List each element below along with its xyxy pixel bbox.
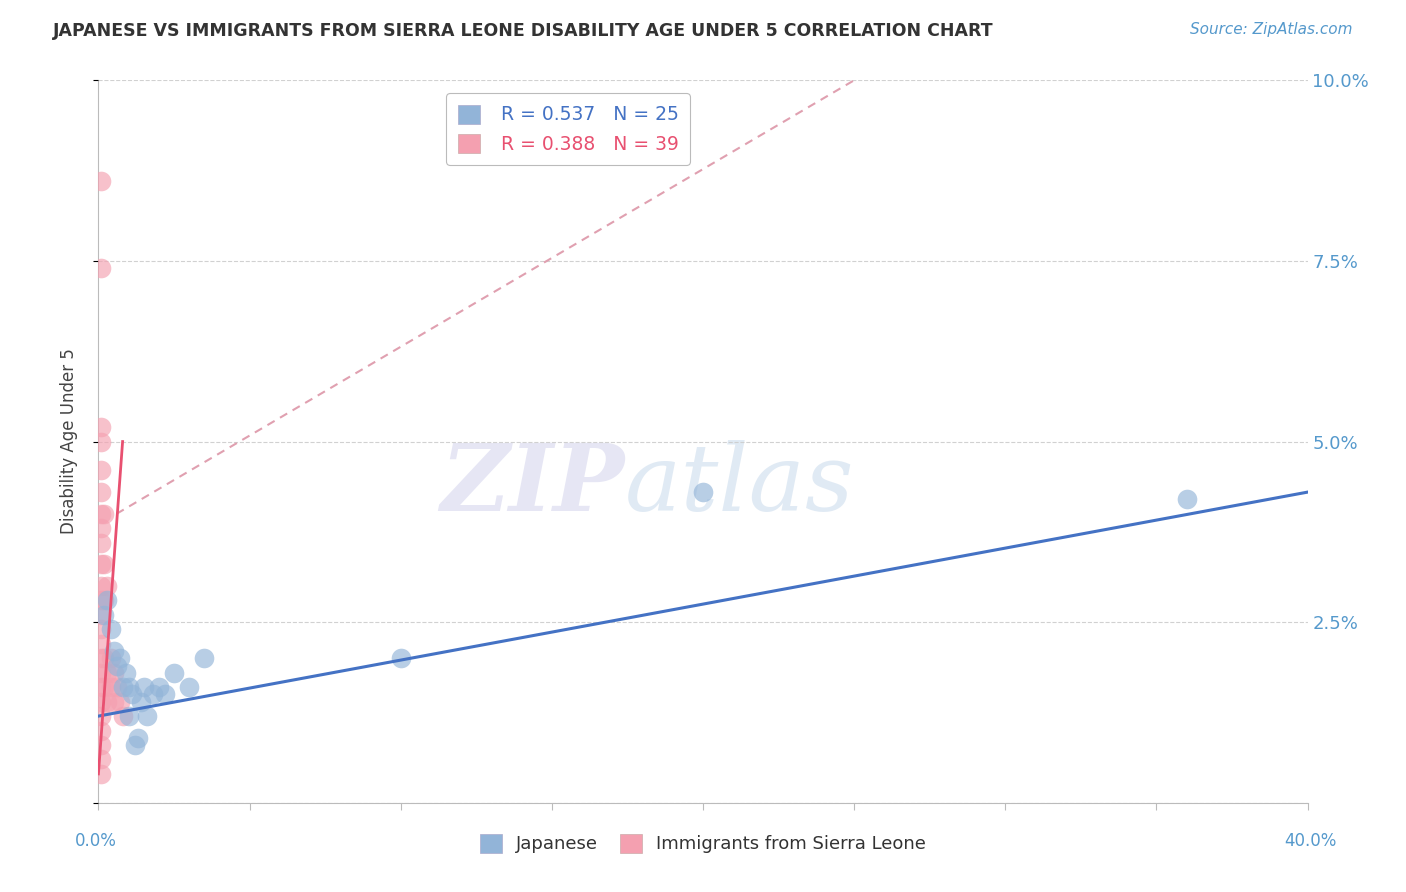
Point: [93, 593, 115, 607]
Text: JAPANESE VS IMMIGRANTS FROM SIERRA LEONE DISABILITY AGE UNDER 5 CORRELATION CHAR: JAPANESE VS IMMIGRANTS FROM SIERRA LEONE…: [53, 22, 994, 40]
Point: [114, 665, 136, 680]
Point: [135, 709, 157, 723]
Point: [90, 623, 112, 637]
Point: [105, 680, 128, 694]
Point: [118, 680, 141, 694]
Point: [1175, 492, 1198, 507]
Point: [90, 535, 112, 549]
Point: [118, 709, 141, 723]
Point: [90, 767, 112, 781]
Point: [90, 521, 112, 535]
Point: [90, 434, 112, 449]
Point: [127, 731, 149, 745]
Point: [93, 607, 115, 622]
Point: [90, 485, 112, 500]
Point: [96, 579, 118, 593]
Point: [90, 463, 112, 477]
Y-axis label: Disability Age Under 5: Disability Age Under 5: [59, 349, 77, 534]
Legend: Japanese, Immigrants from Sierra Leone: Japanese, Immigrants from Sierra Leone: [472, 827, 934, 861]
Point: [93, 680, 115, 694]
Point: [90, 723, 112, 738]
Point: [103, 665, 125, 680]
Point: [90, 507, 112, 521]
Point: [90, 593, 112, 607]
Point: [90, 420, 112, 434]
Point: [93, 651, 115, 665]
Point: [129, 695, 152, 709]
Point: [103, 644, 125, 658]
Point: [111, 709, 134, 723]
Point: [90, 579, 112, 593]
Point: [153, 687, 176, 701]
Point: [90, 709, 112, 723]
Point: [90, 261, 112, 276]
Point: [96, 695, 118, 709]
Point: [132, 680, 155, 694]
Text: 40.0%: 40.0%: [1284, 832, 1337, 850]
Point: [100, 651, 122, 665]
Point: [121, 687, 143, 701]
Point: [93, 558, 115, 572]
Point: [96, 593, 118, 607]
Point: [90, 607, 112, 622]
Text: atlas: atlas: [624, 440, 853, 530]
Point: [100, 680, 122, 694]
Point: [108, 695, 131, 709]
Point: [96, 665, 118, 680]
Point: [179, 680, 201, 694]
Point: [90, 637, 112, 651]
Point: [103, 695, 125, 709]
Point: [90, 665, 112, 680]
Point: [142, 687, 165, 701]
Point: [193, 651, 215, 665]
Point: [90, 695, 112, 709]
Point: [93, 507, 115, 521]
Point: [389, 651, 412, 665]
Point: [105, 658, 128, 673]
Point: [111, 680, 134, 694]
Point: [90, 558, 112, 572]
Legend:  R = 0.537   N = 25,  R = 0.388   N = 39: R = 0.537 N = 25, R = 0.388 N = 39: [446, 94, 690, 165]
Point: [108, 651, 131, 665]
Point: [90, 174, 112, 188]
Point: [148, 680, 170, 694]
Point: [90, 738, 112, 752]
Point: [692, 485, 714, 500]
Point: [163, 665, 186, 680]
Text: ZIP: ZIP: [440, 440, 624, 530]
Point: [90, 680, 112, 694]
Text: Source: ZipAtlas.com: Source: ZipAtlas.com: [1189, 22, 1353, 37]
Point: [90, 651, 112, 665]
Point: [124, 738, 146, 752]
Point: [100, 623, 122, 637]
Text: 0.0%: 0.0%: [75, 832, 117, 850]
Point: [90, 752, 112, 766]
